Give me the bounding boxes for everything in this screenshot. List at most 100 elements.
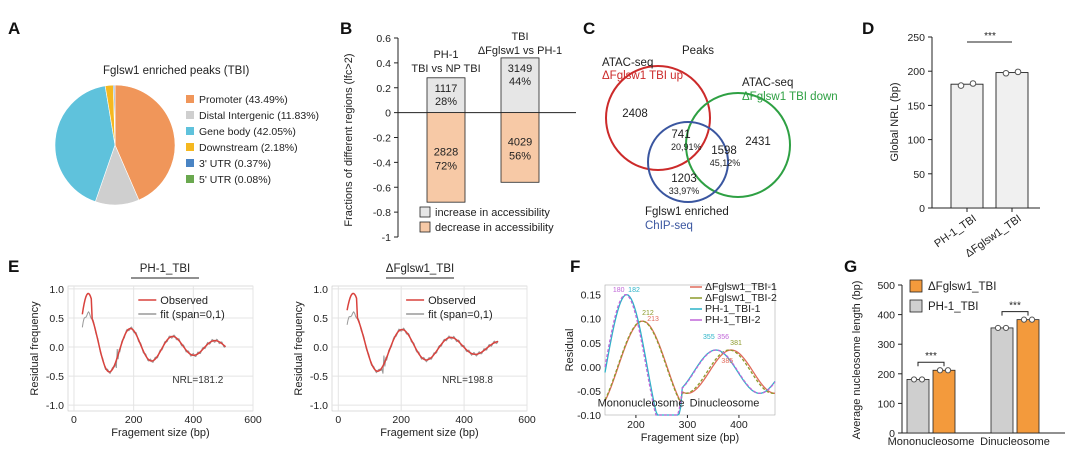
peak-label: 356 xyxy=(717,334,729,341)
y-tick-label: -0.05 xyxy=(577,386,601,398)
x-tick-label: Mononucleosome xyxy=(888,436,975,448)
legend-swatch xyxy=(909,279,923,293)
data-point xyxy=(1002,324,1010,332)
x-tick-label: 0 xyxy=(335,414,341,426)
significance-label: *** xyxy=(984,31,996,42)
panel-label-g: G xyxy=(844,257,857,276)
significance-bracket xyxy=(1001,311,1029,316)
pie-legend-label: Downstream (2.18%) xyxy=(199,142,298,154)
group-label: TBI xyxy=(511,31,528,43)
bar-percent-label: 56% xyxy=(509,150,531,162)
peak-label: 385 xyxy=(721,358,733,365)
panel-g: G 0 100 200 300 400 500 Average nucleosome leng… xyxy=(844,257,1065,448)
y-axis-label: Residual xyxy=(564,329,576,372)
legend-label: PH-1_TBI xyxy=(928,301,979,313)
data-point xyxy=(957,82,965,89)
venn-region-count: 1598 xyxy=(711,145,737,157)
y-axis-label: Residual frequency xyxy=(29,301,41,396)
region-label: Dinucleosome xyxy=(690,397,760,409)
y-tick-label: 0.00 xyxy=(581,362,602,374)
x-tick-label: Dinucleosome xyxy=(980,436,1050,448)
data-point xyxy=(944,367,952,374)
significance-label: *** xyxy=(925,351,937,362)
legend-label: fit (span=0,1) xyxy=(428,309,493,321)
bar xyxy=(990,327,1014,434)
data-point xyxy=(994,324,1002,332)
y-tick-label: -0.5 xyxy=(46,371,64,383)
significance-bracket xyxy=(917,361,945,367)
series-line xyxy=(604,320,776,406)
bar-count-label: 4029 xyxy=(508,136,532,148)
y-tick-label: 100 xyxy=(877,398,895,410)
bar-percent-label: 28% xyxy=(435,96,457,108)
venn-region-percent: 20,91% xyxy=(671,142,702,152)
venn-title: Peaks xyxy=(682,45,714,57)
legend-swatch xyxy=(909,299,923,313)
observed-curve xyxy=(346,292,499,372)
legend-label: PH-1_TBI-1 xyxy=(705,303,761,315)
data-point xyxy=(969,80,977,87)
x-axis-label: Fragement size (bp) xyxy=(380,427,478,439)
data-point xyxy=(918,376,926,383)
y-tick-label: 0.5 xyxy=(313,313,328,325)
y-tick-label: -1.0 xyxy=(310,400,328,412)
venn-set-label: ATAC-seq xyxy=(602,57,653,69)
bar-count-label: 1117 xyxy=(435,83,458,95)
venn-region-count: 2431 xyxy=(745,136,771,148)
legend-label: fit (span=0,1) xyxy=(160,309,225,321)
y-tick-label: 50 xyxy=(913,169,925,181)
pie-legend-swatch xyxy=(186,175,194,183)
region-label: Mononucleosome xyxy=(598,397,685,409)
data-point xyxy=(1014,68,1022,76)
y-tick-label: 200 xyxy=(907,66,925,78)
y-axis-label: Average nucleosome length (bp) xyxy=(851,281,863,440)
y-tick-label: 0.5 xyxy=(49,313,64,325)
y-tick-label: -0.6 xyxy=(373,182,391,194)
legend-label: increase in accessibility xyxy=(435,207,550,219)
legend-label: decrease in accessibility xyxy=(435,222,554,234)
y-tick-label: 0.2 xyxy=(376,83,391,95)
plot-area xyxy=(67,285,254,412)
y-tick-label: 150 xyxy=(907,100,925,112)
y-tick-label: 0.0 xyxy=(49,342,64,354)
bar-decrease xyxy=(426,112,466,203)
x-tick-label: 200 xyxy=(125,414,143,426)
y-tick-label: 0.4 xyxy=(376,58,391,70)
venn-set-label: ΔFglsw1 TBI up xyxy=(602,70,683,82)
x-axis-label: Fragement size (bp) xyxy=(111,427,209,439)
y-tick-label: 0.05 xyxy=(581,338,602,350)
venn-set-label: ChIP-seq xyxy=(645,220,693,232)
y-tick-label: 0.10 xyxy=(581,314,602,326)
y-tick-label: 0 xyxy=(385,108,391,120)
peak-label: 355 xyxy=(703,334,715,341)
bar xyxy=(906,379,930,434)
legend-label: ΔFglsw1_TBI xyxy=(928,281,996,293)
y-tick-label: 1.0 xyxy=(313,284,328,296)
venn-region-percent: 45,12% xyxy=(710,158,741,168)
y-tick-label: 0.6 xyxy=(376,33,391,45)
y-tick-label: 1.0 xyxy=(49,284,64,296)
group-label: ΔFglsw1 vs PH-1 xyxy=(478,45,562,57)
pie-legend-swatch xyxy=(186,111,194,119)
panel-label-c: C xyxy=(583,19,595,38)
panel-label-d: D xyxy=(862,19,874,38)
y-tick-label: 400 xyxy=(877,310,895,322)
bar xyxy=(932,369,956,434)
peak-label: 381 xyxy=(730,340,742,347)
pie-title: Fglsw1 enriched peaks (TBI) xyxy=(103,65,250,77)
x-tick-label: 0 xyxy=(71,414,77,426)
y-tick-label: 500 xyxy=(877,280,895,292)
bar-increase xyxy=(500,57,540,114)
venn-set-label: ATAC-seq xyxy=(742,77,793,89)
data-point xyxy=(910,376,918,383)
bar-decrease xyxy=(500,112,540,183)
panel-label-f: F xyxy=(570,257,580,276)
venn-region-percent: 33,97% xyxy=(669,186,700,196)
panel-a: A Fglsw1 enriched peaks (TBI) Promoter (43… xyxy=(8,19,319,206)
bar-percent-label: 44% xyxy=(509,76,531,88)
bar xyxy=(1016,319,1040,434)
y-axis-label: Global NRL (bp) xyxy=(889,82,901,161)
y-tick-label: -0.2 xyxy=(373,133,391,145)
data-point xyxy=(936,367,944,374)
